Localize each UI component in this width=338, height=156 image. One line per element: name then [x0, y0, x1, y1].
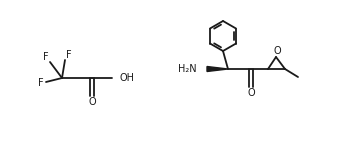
Text: O: O	[88, 97, 96, 107]
Polygon shape	[207, 66, 228, 71]
Text: O: O	[247, 88, 255, 98]
Text: OH: OH	[119, 73, 134, 83]
Text: O: O	[273, 46, 281, 56]
Text: F: F	[66, 50, 72, 60]
Text: F: F	[43, 52, 49, 62]
Text: H₂N: H₂N	[178, 64, 197, 74]
Text: F: F	[38, 78, 44, 88]
